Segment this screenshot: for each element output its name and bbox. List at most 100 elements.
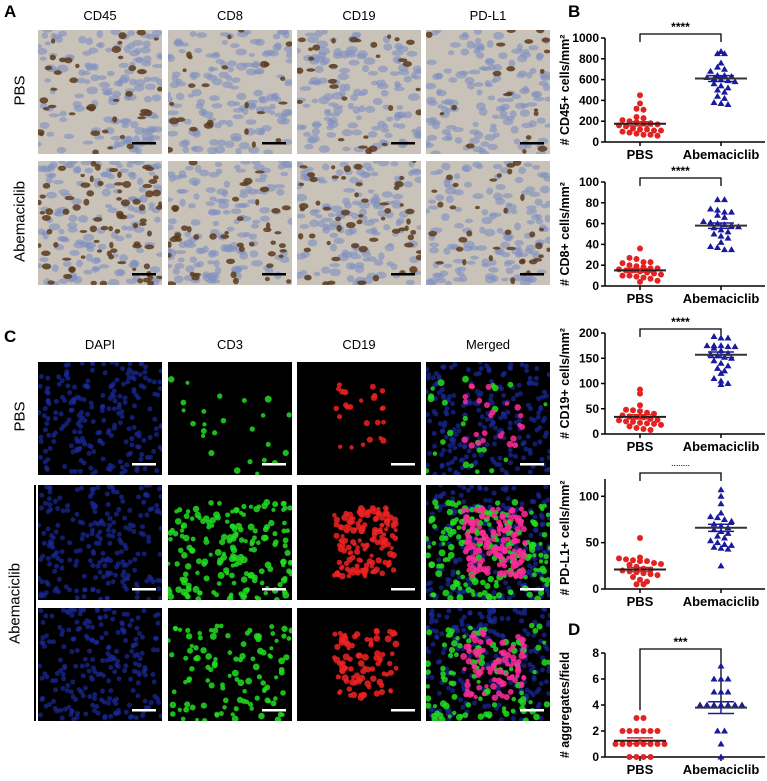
abemaciclib-data-point [714, 539, 721, 546]
abemaciclib-data-point [728, 541, 735, 548]
abemaciclib-data-point [721, 367, 728, 374]
abemaciclib-data-point [721, 65, 728, 72]
pbs-data-point [637, 535, 643, 541]
pbs-data-point [633, 255, 640, 262]
y-tick-label: 80 [586, 196, 600, 210]
abemaciclib-data-point [724, 688, 732, 695]
pbs-data-point [640, 106, 647, 113]
pbs-data-point [647, 275, 654, 282]
abemaciclib-data-point [714, 206, 721, 213]
pbs-data-point [637, 576, 643, 583]
panel-c-label: C [4, 327, 17, 346]
if-image-merged-row2 [426, 485, 550, 600]
y-tick-label: 0 [592, 135, 599, 149]
y-tick-label: 0 [592, 427, 599, 441]
y-tick-label: 0 [592, 582, 599, 596]
abemaciclib-data-point [714, 727, 721, 734]
pbs-data-point [630, 125, 636, 132]
pbs-data-point [637, 390, 643, 397]
significance-stars: **** [671, 315, 690, 329]
pbs-data-point [633, 105, 640, 112]
abemaciclib-data-point [714, 211, 721, 218]
significance-bracket [639, 33, 722, 42]
abemaciclib-bracket-line [34, 485, 36, 721]
panel-a-label: A [4, 2, 17, 21]
x-tick-label: Abemaciclib [683, 594, 760, 609]
abemaciclib-data-point [724, 234, 732, 241]
pbs-data-point [626, 561, 633, 568]
pbs-data-point [633, 273, 640, 280]
y-tick-label: 6 [592, 672, 599, 686]
pbs-data-point [633, 728, 640, 734]
abemaciclib-data-point [710, 344, 718, 351]
abemaciclib-data-point [721, 246, 728, 253]
y-tick-label: 1000 [572, 31, 599, 45]
pbs-data-point [626, 728, 633, 734]
y-tick-label: 0 [592, 750, 599, 764]
abemaciclib-data-point [710, 543, 718, 550]
abemaciclib-data-point [724, 334, 732, 341]
abemaciclib-data-point [714, 50, 721, 57]
y-tick-label: 150 [579, 351, 599, 365]
abemaciclib-data-point [707, 67, 714, 74]
abemaciclib-data-point [717, 238, 725, 245]
y-axis-label: # CD45+ cells/mm² [558, 35, 572, 146]
abemaciclib-data-point [717, 492, 725, 499]
abemaciclib-data-point [721, 196, 728, 203]
abemaciclib-data-point [717, 486, 725, 493]
ihc-image-cd19-pbs [297, 30, 421, 154]
panel-b-label: B [568, 2, 581, 21]
ihc-image-pd-l1-pbs [426, 30, 550, 154]
y-tick-label: 800 [579, 52, 599, 66]
ihc-image-cd8-pbs [168, 30, 292, 154]
abemaciclib-data-point [717, 59, 725, 66]
abemaciclib-data-point [717, 562, 725, 569]
pbs-data-point [658, 421, 664, 428]
y-tick-label: 60 [586, 217, 600, 231]
abemaciclib-data-point [707, 242, 714, 249]
if-image-dapi-row1 [38, 362, 162, 475]
pbs-data-point [637, 126, 643, 133]
x-tick-label: Abemaciclib [683, 147, 760, 162]
abemaciclib-data-point [724, 675, 732, 682]
ihc-image-cd19-abemaciclib [297, 161, 421, 285]
abemaciclib-data-point [710, 701, 718, 708]
pbs-data-point [640, 754, 647, 760]
pbs-data-point [623, 556, 629, 563]
pbs-data-point [647, 259, 654, 266]
abemaciclib-data-point [721, 534, 728, 541]
abemaciclib-data-point [717, 369, 725, 376]
panel-a-row-pbs: PBS [11, 75, 29, 106]
pbs-data-point [654, 728, 661, 734]
panel-a-col-cd8: CD8 [216, 8, 243, 23]
abemaciclib-data-point [717, 509, 725, 516]
pbs-data-point [623, 406, 629, 413]
dot-plot-4: 0 50 100 # PD-L1+ cells/mm² PBS Abemaciclib **… [555, 459, 767, 624]
pbs-data-point [647, 728, 654, 734]
pbs-data-point [633, 424, 640, 431]
abemaciclib-data-point [714, 244, 721, 251]
abemaciclib-data-point [738, 701, 746, 708]
abemaciclib-data-point [717, 232, 725, 239]
pbs-data-point [658, 560, 664, 567]
abemaciclib-data-point [707, 219, 714, 226]
y-tick-label: 4 [592, 698, 599, 712]
dot-plot-5: 0 2 4 6 8 # aggregates/field PBS Abemaciclib *** [555, 623, 767, 781]
y-tick-label: 100 [579, 489, 599, 503]
pbs-data-point [630, 557, 636, 564]
y-tick-label: 200 [579, 326, 599, 340]
abemaciclib-data-point [714, 92, 721, 99]
pbs-data-point [640, 425, 647, 432]
panel-c-row-pbs: PBS [11, 401, 29, 432]
pbs-data-point [658, 127, 664, 134]
y-tick-label: 600 [579, 73, 599, 87]
pbs-data-point [616, 266, 622, 273]
pbs-data-point [640, 274, 647, 281]
panel-a-col-pdl1: PD-L1 [469, 8, 507, 23]
pbs-data-point [637, 100, 643, 107]
abemaciclib-data-point [717, 82, 725, 89]
abemaciclib-data-point [717, 334, 725, 341]
pbs-data-point [651, 127, 657, 134]
y-tick-label: 20 [586, 258, 600, 272]
pbs-data-point [623, 418, 629, 425]
